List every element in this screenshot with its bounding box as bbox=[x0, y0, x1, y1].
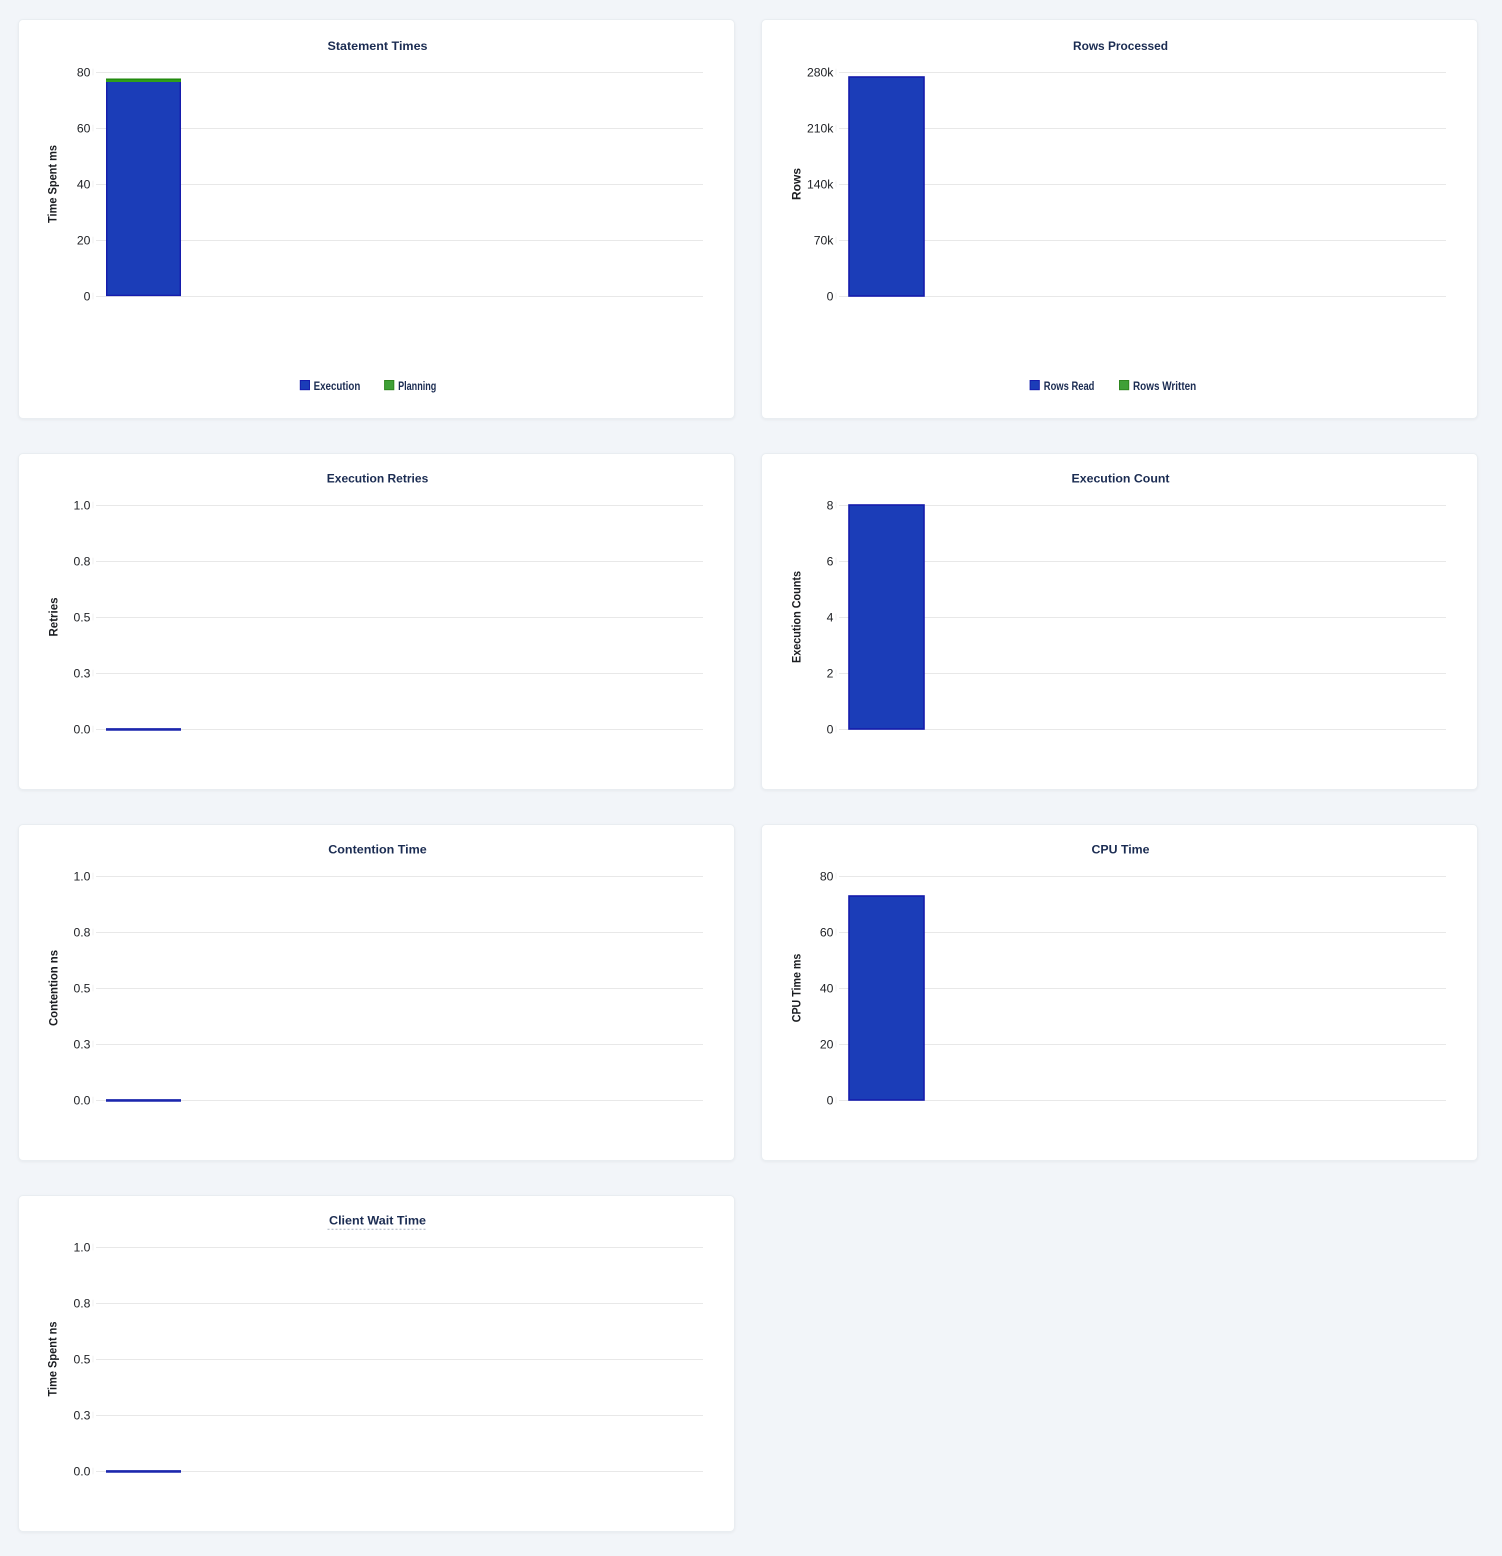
svg-text:Time Spent ns: Time Spent ns bbox=[46, 1321, 60, 1396]
svg-text:Retries: Retries bbox=[46, 597, 60, 636]
svg-text:1.0: 1.0 bbox=[73, 1240, 90, 1254]
svg-text:0.8: 0.8 bbox=[73, 554, 90, 568]
svg-text:4: 4 bbox=[827, 610, 834, 624]
svg-text:Rows Read: Rows Read bbox=[1044, 379, 1095, 393]
svg-text:20: 20 bbox=[77, 233, 91, 247]
svg-text:40: 40 bbox=[820, 981, 834, 995]
svg-text:210k: 210k bbox=[807, 121, 834, 135]
svg-text:80: 80 bbox=[77, 65, 91, 79]
svg-text:80: 80 bbox=[820, 869, 834, 883]
svg-text:40: 40 bbox=[77, 177, 91, 191]
svg-text:8: 8 bbox=[827, 498, 834, 512]
svg-text:Execution: Execution bbox=[314, 379, 361, 393]
svg-text:1.0: 1.0 bbox=[73, 869, 90, 883]
svg-text:Rows Written: Rows Written bbox=[1133, 379, 1196, 393]
svg-text:0.0: 0.0 bbox=[73, 722, 90, 736]
svg-text:Time Spent ms: Time Spent ms bbox=[46, 145, 60, 223]
svg-text:Statement Times: Statement Times bbox=[328, 39, 428, 53]
svg-text:CPU Time: CPU Time bbox=[1092, 843, 1150, 857]
svg-text:0.3: 0.3 bbox=[73, 1037, 90, 1051]
svg-text:2: 2 bbox=[827, 666, 834, 680]
svg-text:1.0: 1.0 bbox=[73, 498, 90, 512]
svg-text:Execution Counts: Execution Counts bbox=[789, 571, 803, 663]
svg-text:Planning: Planning bbox=[398, 379, 436, 393]
svg-text:0: 0 bbox=[827, 289, 834, 303]
svg-text:Contention ns: Contention ns bbox=[46, 950, 60, 1026]
svg-text:70k: 70k bbox=[814, 233, 835, 247]
svg-text:0: 0 bbox=[827, 1093, 834, 1107]
svg-text:Contention Time: Contention Time bbox=[328, 843, 427, 857]
svg-text:0.0: 0.0 bbox=[73, 1093, 90, 1107]
svg-text:0.5: 0.5 bbox=[73, 1352, 90, 1366]
svg-text:20: 20 bbox=[820, 1037, 834, 1051]
svg-text:6: 6 bbox=[827, 554, 834, 568]
svg-text:60: 60 bbox=[820, 925, 834, 939]
svg-text:140k: 140k bbox=[807, 177, 834, 191]
svg-text:60: 60 bbox=[77, 121, 91, 135]
svg-text:0.0: 0.0 bbox=[73, 1464, 90, 1478]
svg-text:0: 0 bbox=[84, 289, 91, 303]
svg-text:0.8: 0.8 bbox=[73, 1296, 90, 1310]
svg-text:Rows: Rows bbox=[789, 168, 803, 200]
svg-text:0.8: 0.8 bbox=[73, 925, 90, 939]
svg-text:Execution Retries: Execution Retries bbox=[327, 472, 429, 486]
svg-text:0.3: 0.3 bbox=[73, 1408, 90, 1422]
svg-text:Execution Count: Execution Count bbox=[1072, 472, 1170, 486]
svg-text:0.3: 0.3 bbox=[73, 666, 90, 680]
svg-text:0: 0 bbox=[827, 722, 834, 736]
svg-text:Client Wait Time: Client Wait Time bbox=[329, 1214, 426, 1228]
svg-text:280k: 280k bbox=[807, 65, 834, 79]
svg-text:Rows Processed: Rows Processed bbox=[1073, 39, 1168, 53]
svg-text:0.5: 0.5 bbox=[73, 610, 90, 624]
svg-text:0.5: 0.5 bbox=[73, 981, 90, 995]
svg-text:CPU Time ms: CPU Time ms bbox=[789, 953, 803, 1022]
